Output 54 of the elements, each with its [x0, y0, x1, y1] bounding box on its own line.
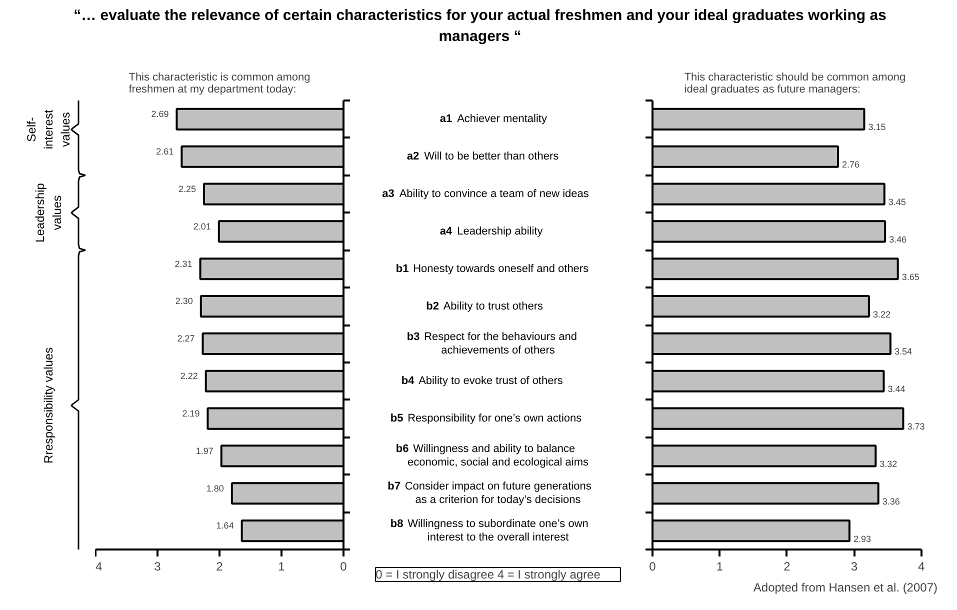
data-label: 1.97	[196, 446, 214, 456]
category-label: a3 Ability to convince a team of new ideas	[382, 188, 589, 200]
category-label: b1 Honesty towards oneself and others	[396, 262, 589, 275]
text: 0 = I strongly disagree 4 = I strongly agree	[376, 568, 601, 582]
x-tick-label: 2	[784, 560, 791, 574]
chart-subtitle: This characteristic is common among freshmen at my department today:	[128, 72, 310, 96]
category-label: a1 Achiever mentality	[440, 113, 547, 126]
category-label: b5 Responsibility for one’s own actions	[390, 412, 582, 425]
x-tick-label: 4	[918, 560, 926, 574]
text: Leadership values	[33, 182, 64, 242]
x-tick-label: 1	[278, 560, 286, 574]
text: Rresponsibility values	[42, 347, 56, 464]
data-label: 2.93	[853, 534, 871, 544]
data-label: 3.73	[907, 422, 925, 432]
data-label: 3.45	[888, 197, 906, 208]
data-label: 2.30	[175, 296, 193, 306]
x-tick-label: 2	[216, 560, 224, 574]
x-tick-label: 1	[716, 560, 724, 574]
data-label: 3.65	[902, 272, 920, 282]
data-label: 3.22	[872, 309, 890, 320]
x-tick-label: 4	[96, 560, 102, 574]
x-tick-label: 0	[649, 560, 656, 574]
data-label: 2.19	[182, 408, 200, 418]
category-label: b4 Ability to evoke trust of others	[401, 375, 563, 388]
text: Adopted from Hansen et al. (2007)	[753, 580, 938, 594]
data-label: 2.22	[180, 371, 198, 382]
data-label: 3.15	[868, 122, 886, 132]
category-label: b7 Consider impact on future generations as a criterion for today’s decisions	[388, 480, 592, 506]
category-label: b8 Willingness to subordinate one’s own interest to the overall interest	[390, 518, 588, 544]
text: “… evaluate the relevance of certain characteristics for your actual freshmen and your ideal graduates working as managers “	[72, 6, 888, 48]
data-label: 1.80	[206, 483, 224, 494]
text: Self-interest values	[24, 109, 72, 150]
data-label: 2.25	[178, 184, 196, 194]
data-label: 3.46	[889, 234, 907, 244]
chart-subtitle: This characteristic should be common among ideal graduates as future managers:	[684, 72, 906, 96]
category-label: b3 Respect for the behaviours and achievements of others	[406, 330, 577, 356]
data-label: 3.32	[880, 458, 898, 469]
data-label: 2.69	[151, 109, 169, 120]
x-tick-label: 3	[850, 560, 858, 574]
data-label: 2.27	[177, 334, 195, 344]
x-tick-label: 3	[154, 560, 162, 574]
data-label: 2.31	[174, 258, 192, 269]
data-label: 3.36	[882, 496, 900, 506]
category-label: b2 Ability to trust others	[426, 300, 544, 312]
category-label: b6 Willingness and ability to balance economic, social and ecological aims	[396, 443, 588, 469]
category-label: a4 Leadership ability	[440, 225, 543, 238]
data-label: 3.54	[894, 346, 912, 357]
data-label: 2.01	[193, 221, 211, 232]
x-tick-label: 0	[340, 560, 348, 574]
data-label: 3.44	[888, 384, 906, 394]
data-label: 1.64	[216, 520, 234, 531]
data-label: 2.76	[842, 160, 860, 170]
data-label: 2.61	[156, 146, 174, 157]
category-label: a2 Will to be better than others	[406, 150, 559, 163]
